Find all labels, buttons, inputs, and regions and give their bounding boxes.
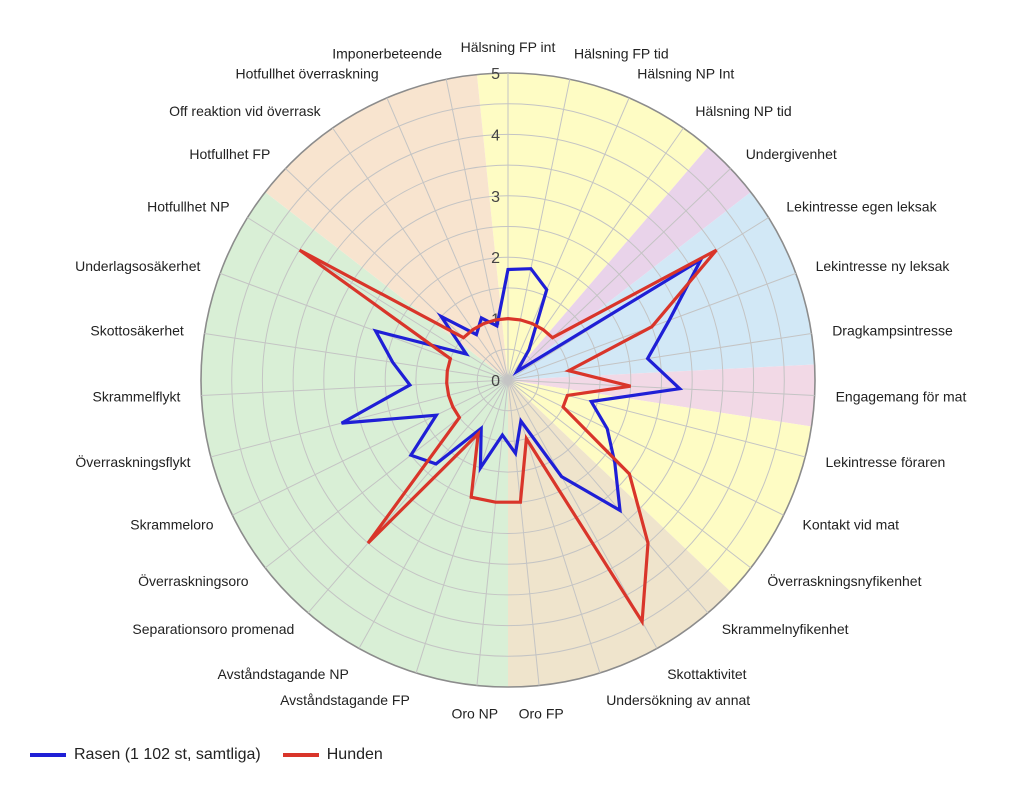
tick-label: 0 <box>491 373 500 390</box>
category-label: Hotfullhet FP <box>189 146 270 162</box>
grid-spoke <box>386 97 509 381</box>
background-sector <box>508 380 731 687</box>
category-label: Lekintresse egen leksak <box>786 199 937 215</box>
grid-spoke <box>210 379 509 458</box>
legend-label: Rasen (1 102 st, samtliga) <box>74 746 261 763</box>
legend: Rasen (1 102 st, samtliga) Hunden <box>30 746 405 764</box>
category-labels: Hälsning FP int Hälsning FP tid Hälsning N… <box>75 39 966 721</box>
category-label: Undergivenhet <box>746 146 837 162</box>
grid-spoke <box>507 379 601 674</box>
tick-label: 4 <box>491 127 500 144</box>
grid-spoke <box>201 379 509 397</box>
category-label: Dragkampsintresse <box>832 322 953 338</box>
grid-spoke <box>507 379 709 614</box>
category-label: Hälsning NP Int <box>637 66 734 82</box>
grid-spoke <box>476 379 509 686</box>
legend-swatch <box>30 753 66 757</box>
category-label: Undersökning av annat <box>606 692 750 708</box>
grid-spoke <box>507 97 630 381</box>
category-label: Off reaktion vid överrask <box>169 103 321 119</box>
grid-spoke <box>332 127 509 381</box>
category-label: Imponerbeteende <box>332 46 442 62</box>
grid-spoke <box>507 379 540 686</box>
background-sector <box>265 74 508 380</box>
category-label: Avståndstagande NP <box>218 666 349 682</box>
category-label: Separationsoro promenad <box>132 621 294 637</box>
data-series <box>298 248 718 627</box>
category-label: Oro NP <box>451 705 498 721</box>
category-label: Överraskningsflykt <box>75 453 190 470</box>
legend-label: Hunden <box>326 746 383 763</box>
background-sector <box>508 192 815 380</box>
category-label: Skrammeloro <box>130 516 213 532</box>
category-label: Hälsning NP tid <box>695 103 791 119</box>
legend-item-rasen[interactable]: Rasen (1 102 st, samtliga) <box>30 746 261 764</box>
legend-item-hunden[interactable]: Hunden <box>282 746 383 764</box>
category-label: Skottosäkerhet <box>90 322 183 338</box>
category-label: Engagemang för mat <box>836 389 967 405</box>
series-line-hunden <box>298 248 718 627</box>
category-label: Överraskningsnyfikenhet <box>767 572 921 589</box>
category-label: Underlagsosäkerhet <box>75 258 200 274</box>
grid-spoke <box>264 379 509 569</box>
tick-label: 2 <box>491 250 500 267</box>
grid-spoke <box>507 379 815 397</box>
legend-swatch <box>282 753 319 757</box>
grid-spoke <box>204 333 509 381</box>
grid-spoke <box>219 272 509 381</box>
category-label: Lekintresse föraren <box>826 454 946 470</box>
category-label: Hotfullhet överraskning <box>236 66 379 82</box>
grid-spoke <box>307 379 509 614</box>
category-label: Kontakt vid mat <box>803 516 900 532</box>
category-label: Hälsning FP tid <box>574 46 669 62</box>
category-label: Skrammelnyfikenhet <box>722 621 849 637</box>
tick-label: 5 <box>491 66 500 83</box>
grid-spoke <box>507 333 812 381</box>
grid-spoke <box>507 379 784 516</box>
background-sector <box>201 192 508 687</box>
grid-spoke <box>445 79 509 381</box>
category-label: Hälsning FP int <box>461 39 556 55</box>
background-sector <box>508 364 815 427</box>
grid-spoke <box>507 168 731 381</box>
grid-spoke <box>507 79 571 381</box>
grid-spoke <box>507 379 806 458</box>
category-label: Skottaktivitet <box>667 666 746 682</box>
tick-label: 3 <box>491 189 500 206</box>
grid-spoke <box>285 168 509 381</box>
grid-spoke <box>232 379 509 516</box>
category-label: Hotfullhet NP <box>147 199 229 215</box>
grid-spoke <box>358 379 509 649</box>
category-label: Avståndstagande FP <box>280 692 410 708</box>
category-label: Överraskningsoro <box>138 572 249 589</box>
category-label: Skrammelflykt <box>92 389 180 405</box>
background-sector <box>476 73 708 380</box>
grid-spoke <box>415 379 509 674</box>
series-line-rasen <box>340 255 705 514</box>
grid-spoke <box>507 127 684 381</box>
category-label: Lekintresse ny leksak <box>816 258 951 274</box>
category-label: Oro FP <box>519 705 564 721</box>
